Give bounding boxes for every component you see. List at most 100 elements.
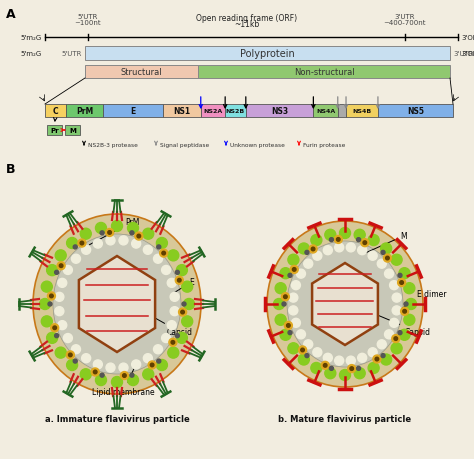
- Circle shape: [377, 260, 386, 269]
- Circle shape: [329, 367, 333, 370]
- Circle shape: [282, 293, 290, 301]
- Circle shape: [399, 330, 410, 341]
- FancyBboxPatch shape: [103, 105, 163, 118]
- Ellipse shape: [287, 241, 403, 367]
- Circle shape: [292, 281, 301, 290]
- Circle shape: [55, 293, 64, 302]
- Circle shape: [41, 281, 52, 292]
- Circle shape: [132, 360, 141, 369]
- Text: Structural: Structural: [121, 68, 162, 77]
- Text: a. Immature flavivirus particle: a. Immature flavivirus particle: [45, 414, 190, 423]
- FancyBboxPatch shape: [47, 126, 62, 136]
- Circle shape: [106, 364, 115, 372]
- Circle shape: [170, 307, 179, 316]
- Circle shape: [283, 295, 287, 299]
- Text: 5'UTR: 5'UTR: [62, 51, 82, 57]
- Circle shape: [325, 368, 336, 379]
- Text: NS2B-3 protease: NS2B-3 protease: [88, 143, 138, 148]
- FancyBboxPatch shape: [65, 126, 80, 136]
- Circle shape: [356, 367, 361, 370]
- Circle shape: [299, 346, 307, 354]
- Circle shape: [282, 302, 286, 306]
- Circle shape: [80, 229, 91, 240]
- Circle shape: [93, 240, 102, 249]
- Circle shape: [176, 333, 187, 344]
- Circle shape: [95, 375, 107, 386]
- Text: 3'UTR: 3'UTR: [395, 14, 415, 20]
- Circle shape: [381, 354, 392, 365]
- Circle shape: [404, 283, 415, 294]
- Circle shape: [311, 247, 315, 251]
- Circle shape: [78, 240, 86, 247]
- Circle shape: [368, 235, 379, 246]
- Circle shape: [143, 369, 154, 380]
- Circle shape: [51, 324, 59, 332]
- Circle shape: [119, 364, 128, 372]
- Circle shape: [304, 260, 313, 269]
- FancyBboxPatch shape: [198, 66, 450, 79]
- Circle shape: [280, 330, 291, 341]
- Circle shape: [311, 363, 322, 374]
- Circle shape: [323, 353, 332, 363]
- Circle shape: [292, 319, 301, 328]
- Circle shape: [394, 337, 398, 341]
- Circle shape: [154, 345, 163, 354]
- Polygon shape: [312, 263, 378, 345]
- Circle shape: [183, 299, 194, 310]
- FancyBboxPatch shape: [338, 105, 346, 118]
- Text: Open reading frame (ORF): Open reading frame (ORF): [196, 14, 297, 23]
- Circle shape: [403, 310, 406, 313]
- Ellipse shape: [267, 222, 423, 387]
- Circle shape: [368, 363, 379, 374]
- Circle shape: [73, 359, 77, 363]
- Circle shape: [95, 223, 107, 234]
- Circle shape: [64, 334, 73, 343]
- Circle shape: [313, 252, 322, 261]
- Circle shape: [59, 264, 63, 268]
- Text: PrM: PrM: [90, 218, 139, 245]
- Circle shape: [298, 354, 310, 365]
- Circle shape: [323, 364, 327, 367]
- Circle shape: [179, 308, 187, 316]
- Circle shape: [377, 340, 386, 349]
- Circle shape: [390, 281, 399, 290]
- Circle shape: [392, 306, 401, 315]
- Circle shape: [108, 231, 111, 235]
- Circle shape: [120, 372, 128, 380]
- Text: NS4A: NS4A: [316, 109, 335, 114]
- Text: NS1: NS1: [173, 107, 191, 116]
- Circle shape: [46, 265, 58, 276]
- Circle shape: [381, 243, 392, 254]
- Text: b. Mature flavivirus particle: b. Mature flavivirus particle: [278, 414, 411, 423]
- Circle shape: [111, 221, 122, 232]
- Circle shape: [148, 361, 156, 369]
- Text: Signal peptidase: Signal peptidase: [160, 143, 209, 148]
- Circle shape: [383, 254, 392, 263]
- Circle shape: [80, 242, 84, 245]
- Circle shape: [182, 281, 193, 292]
- Circle shape: [354, 368, 365, 379]
- Circle shape: [157, 246, 161, 249]
- Circle shape: [346, 356, 356, 365]
- Circle shape: [275, 314, 286, 325]
- Circle shape: [273, 299, 284, 310]
- Circle shape: [398, 274, 402, 278]
- Circle shape: [46, 333, 58, 344]
- Circle shape: [100, 373, 104, 377]
- Circle shape: [375, 358, 379, 361]
- Circle shape: [399, 268, 410, 279]
- Ellipse shape: [33, 214, 201, 394]
- Circle shape: [354, 230, 365, 241]
- Text: PrM: PrM: [76, 107, 93, 116]
- Circle shape: [175, 277, 183, 285]
- Circle shape: [313, 348, 322, 357]
- Circle shape: [175, 334, 179, 338]
- Text: Polyprotein: Polyprotein: [240, 49, 295, 59]
- Text: Capsid: Capsid: [141, 311, 193, 337]
- Circle shape: [373, 355, 381, 363]
- Circle shape: [128, 223, 138, 234]
- Circle shape: [181, 311, 184, 314]
- Text: 3'UTR: 3'UTR: [453, 51, 474, 57]
- Circle shape: [346, 243, 356, 252]
- Circle shape: [405, 299, 417, 310]
